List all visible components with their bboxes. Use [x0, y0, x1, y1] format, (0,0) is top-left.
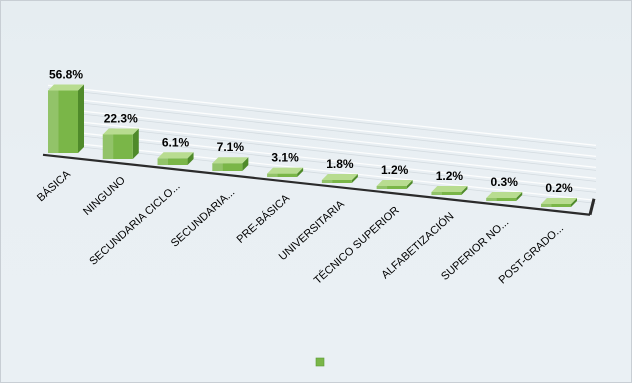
- category-label: BÁSICA: [34, 167, 73, 204]
- gridline: [47, 139, 597, 201]
- bar-highlight: [321, 180, 333, 183]
- legend-marker: [315, 357, 325, 367]
- bar-front: [486, 198, 517, 201]
- bar-side: [516, 192, 523, 201]
- bar-highlight: [376, 186, 388, 189]
- bar-front: [267, 173, 298, 177]
- bar-front: [376, 186, 407, 189]
- legend: [315, 357, 325, 367]
- gridline: [47, 84, 597, 146]
- bar-side: [132, 128, 139, 159]
- bar-front: [212, 163, 243, 171]
- bar-front: [102, 134, 133, 159]
- bar-top: [102, 128, 139, 135]
- bar-top: [157, 152, 194, 159]
- data-label: 1.2%: [381, 163, 409, 177]
- data-label: 1.8%: [326, 157, 354, 171]
- bar-front: [48, 90, 78, 153]
- gridline: [47, 95, 597, 157]
- floor-end-cap: [588, 198, 596, 216]
- floor-edge: [42, 153, 591, 216]
- data-label: 1.2%: [436, 169, 464, 183]
- data-label: 0.2%: [545, 181, 573, 195]
- gridline-shadow: [47, 98, 597, 160]
- bar-side: [187, 152, 194, 165]
- bar: [48, 84, 84, 153]
- gridline-shadow: [47, 109, 597, 171]
- bar-side: [461, 186, 468, 195]
- data-label: 56.8%: [49, 68, 83, 82]
- bar-front: [321, 180, 352, 183]
- bar: [102, 128, 139, 159]
- bar-side: [351, 174, 358, 183]
- bar-top: [376, 180, 413, 186]
- gridlines: [47, 84, 597, 204]
- bar-front: [541, 204, 571, 207]
- data-label: 3.1%: [271, 151, 299, 165]
- category-label: SECUNDARIA...: [169, 186, 237, 249]
- gridline-shadow: [47, 131, 597, 193]
- data-labels: 56.8% 22.3% 6.1% 7.1% 3.1% 1.8% 1.2% 1.2% 0.3% 0.…: [49, 68, 573, 195]
- category-label: PRE-BÁSICA: [234, 191, 293, 246]
- bar-side: [406, 180, 413, 189]
- gridline-shadow: [47, 120, 597, 182]
- chart-floor: [42, 153, 596, 216]
- gridline-shadow: [47, 87, 597, 149]
- data-label: 0.3%: [491, 175, 519, 189]
- gridline: [47, 106, 597, 168]
- category-label: UNIVERSITARIA: [277, 198, 348, 263]
- bar-side: [571, 198, 577, 207]
- bar-highlight: [431, 192, 442, 195]
- category-label: POST-GRADO...: [497, 222, 566, 286]
- bar: [486, 192, 523, 201]
- category-label: NINGUNO: [81, 174, 128, 218]
- bar: [376, 180, 413, 189]
- bar-highlight: [157, 158, 169, 165]
- bars: [48, 84, 577, 207]
- data-label: 7.1%: [217, 140, 245, 154]
- bar-top: [486, 192, 523, 198]
- bar-highlight: [48, 90, 59, 153]
- bar-side: [78, 84, 84, 153]
- bar-top: [267, 167, 304, 174]
- bar-top: [48, 84, 84, 91]
- bar: [212, 157, 249, 171]
- data-label: 6.1%: [162, 135, 190, 149]
- gridline: [47, 128, 597, 190]
- data-label: 22.3%: [104, 111, 138, 125]
- bar-top: [321, 174, 358, 180]
- bar-front: [431, 192, 462, 195]
- bar-highlight: [541, 204, 552, 207]
- bar-highlight: [486, 198, 497, 201]
- bar-front: [157, 158, 188, 165]
- bar-top: [541, 198, 577, 204]
- bar-side: [242, 157, 249, 171]
- bar: [157, 152, 194, 165]
- bar-side: [297, 167, 304, 177]
- bar: [267, 167, 304, 177]
- gridline: [47, 117, 597, 179]
- bar: [541, 198, 577, 207]
- bar-highlight: [267, 173, 278, 177]
- bar-top: [431, 186, 468, 192]
- bar-top: [212, 157, 249, 164]
- bar-highlight: [212, 163, 223, 171]
- bar: [431, 186, 468, 195]
- bar-highlight: [102, 134, 114, 159]
- bar: [321, 174, 358, 183]
